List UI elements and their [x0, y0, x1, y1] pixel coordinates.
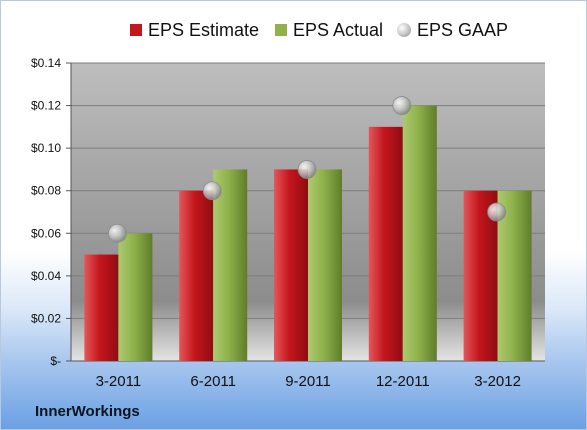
- legend-item-eps-gaap: EPS GAAP: [397, 17, 508, 43]
- y-tick-label: $0.02: [31, 311, 61, 325]
- legend-label-eps-estimate: EPS Estimate: [148, 19, 260, 40]
- marker-eps-gaap: [392, 96, 412, 115]
- y-tick-label: $0.14: [31, 56, 61, 70]
- x-tick-label: 9-2011: [285, 373, 331, 390]
- marker-eps-gaap: [202, 181, 222, 201]
- y-tick-label: $0.10: [31, 141, 61, 155]
- bar-eps-actual: [308, 169, 342, 361]
- bar-eps-actual: [213, 169, 248, 361]
- y-tick-label: $0.12: [31, 99, 61, 113]
- bar-eps-estimate: [84, 254, 119, 361]
- bar-eps-estimate: [368, 126, 403, 361]
- bar-eps-estimate: [179, 190, 214, 361]
- x-tick-label: 3-2012: [474, 373, 521, 390]
- x-tick-label: 6-2011: [190, 373, 236, 390]
- legend-marker-eps-gaap: [397, 23, 411, 37]
- legend-label-eps-actual: EPS Actual: [293, 19, 384, 40]
- bar-eps-actual: [497, 190, 532, 361]
- y-tick-label: $0.06: [31, 226, 61, 240]
- bar-eps-estimate: [274, 169, 308, 361]
- bar-eps-actual: [402, 105, 437, 361]
- y-tick-label: $0.04: [31, 269, 61, 283]
- legend-item-eps-estimate: EPS Estimate: [130, 17, 259, 43]
- legend-swatch-eps-actual: [275, 24, 287, 36]
- marker-eps-gaap: [487, 202, 507, 222]
- legend-label-eps-gaap: EPS GAAP: [417, 19, 509, 40]
- marker-eps-gaap: [108, 223, 127, 243]
- y-tick-label: $-: [50, 354, 61, 368]
- legend-swatch-eps-estimate: [130, 24, 142, 36]
- y-tick-label: $0.08: [31, 184, 61, 198]
- marker-eps-gaap: [297, 160, 317, 179]
- chart-legend: EPS Estimate EPS Actual EPS GAAP: [1, 17, 586, 43]
- bar-eps-actual: [118, 233, 153, 361]
- x-tick-label: 3-2011: [96, 373, 142, 390]
- x-tick-label: 12-2011: [376, 373, 430, 390]
- company-name: InnerWorkings: [35, 403, 140, 420]
- legend-item-eps-actual: EPS Actual: [275, 17, 383, 43]
